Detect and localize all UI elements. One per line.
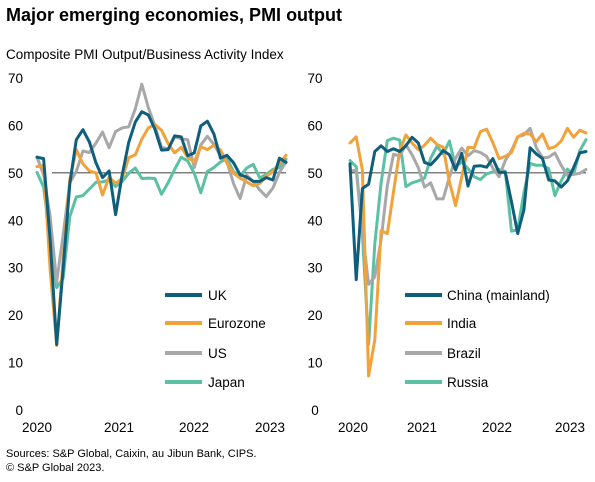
series-line-china-mainland [348,135,588,282]
y-tick-label: 0 [15,403,23,418]
x-tick-label: 2022 [482,420,512,435]
y-tick-label: 30 [307,261,322,276]
legend-label: US [208,346,227,361]
chart-canvas: 0 10 20 30 40 50 60 70 2020 2021 2022 2023 UK Eurozon… [8,71,588,435]
chart-panel-2: 0 10 20 30 40 50 60 70 2020 2021 2022 2023 China (ma… [307,71,588,435]
legend-label: Russia [447,375,489,390]
y-tick-label: 20 [307,308,322,323]
series-line-brazil [348,126,588,286]
source-note: Sources: S&P Global, Caixin, au Jibun Ba… [6,447,256,475]
series-line-uk [35,110,288,346]
y-tick-label: 50 [307,166,322,181]
y-tick-label: 70 [307,71,322,86]
x-tick-label: 2020 [338,420,368,435]
legend-label: India [447,316,477,331]
y-tick-label: 40 [8,213,23,228]
y-tick-label: 50 [8,166,23,181]
source-line: Sources: S&P Global, Caixin, au Jibun Ba… [6,448,257,460]
chart-title: Major emerging economies, PMI output [6,5,343,25]
copyright-line: © S&P Global 2023. [6,462,105,474]
y-tick-label: 70 [8,71,23,86]
series-line-india [348,126,588,378]
chart-panel-1: 0 10 20 30 40 50 60 70 2020 2021 2022 2023 UK Eurozon… [8,71,288,435]
x-tick-label: 2022 [179,420,209,435]
y-tick-label: 10 [8,356,23,371]
series-line-russia [348,136,588,346]
legend-label: Eurozone [208,316,266,331]
x-tick-label: 2021 [407,420,437,435]
y-tick-label: 20 [8,308,23,323]
y-tick-label: 60 [307,118,322,133]
y-tick-label: 40 [307,213,322,228]
series-line-eurozone [35,123,288,347]
x-tick-label: 2021 [104,420,134,435]
y-tick-label: 60 [8,118,23,133]
y-tick-label: 10 [307,356,322,371]
legend-label: Japan [208,375,245,390]
chart-subtitle: Composite PMI Output/Business Activity I… [6,47,284,62]
x-tick-label: 2023 [255,420,285,435]
x-tick-label: 2020 [22,420,52,435]
series-line-japan [35,155,288,290]
y-tick-label: 30 [8,261,23,276]
legend-label: UK [208,288,227,303]
y-tick-label: 0 [311,403,319,418]
x-tick-label: 2023 [555,420,585,435]
legend-label: China (mainland) [447,288,550,303]
legend-label: Brazil [447,346,481,361]
